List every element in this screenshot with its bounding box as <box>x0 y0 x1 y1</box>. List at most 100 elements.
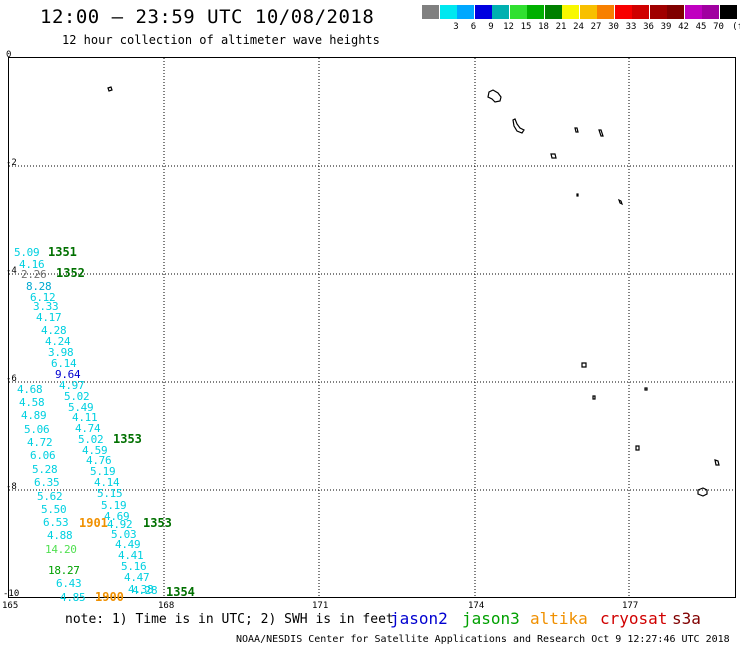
footer-note: note: 1) Time is in UTC; 2) SWH is in fe… <box>65 612 394 627</box>
legend-label: 27 <box>590 22 602 32</box>
pass-time-label: 1352 <box>56 266 85 280</box>
latitude-tick-label: 0 <box>6 50 12 60</box>
longitude-tick-label: 177 <box>622 601 639 611</box>
wave-height-value: 4.72 <box>27 436 53 449</box>
island-outline <box>512 118 525 134</box>
wave-height-value: 6.06 <box>30 449 56 462</box>
map-panel <box>8 57 736 598</box>
longitude-tick-label: 168 <box>158 601 175 611</box>
wave-height-value: 5.09 <box>14 246 40 259</box>
wave-height-value: 4.11 <box>72 411 98 424</box>
legend-swatch <box>422 5 439 19</box>
legend-swatch <box>702 5 719 19</box>
wave-height-value: 4.92 <box>107 518 133 531</box>
legend-label: 30 <box>608 22 619 32</box>
wave-height-value: 8.28 <box>26 280 52 293</box>
island-outline <box>697 487 708 497</box>
island-outline <box>635 445 640 451</box>
wave-height-value: 4.59 <box>82 444 108 457</box>
legend-label: 9 <box>488 22 494 32</box>
satellite-name-jason3: jason3 <box>462 609 520 628</box>
wave-height-value: 5.02 <box>78 433 104 446</box>
island-outline <box>617 198 624 206</box>
credit-line: NOAA/NESDIS Center for Satellite Applica… <box>236 634 730 645</box>
wave-height-value: 4.74 <box>75 422 101 435</box>
island-outline <box>107 86 113 92</box>
longitude-tick-label: 165 <box>2 601 19 611</box>
wave-height-value: 4.28 <box>41 324 67 337</box>
legend-swatch <box>527 5 544 19</box>
wave-height-value: 5.03 <box>111 528 137 541</box>
legend-swatch <box>579 5 597 19</box>
longitude-tick-label: 171 <box>312 601 329 611</box>
wave-height-value: 14.20 <box>45 543 77 556</box>
wave-height-value: 4.68 <box>17 383 43 396</box>
wave-height-value: 4.24 <box>45 335 71 348</box>
pass-time-label: 1900 <box>95 590 124 604</box>
legend-swatch <box>562 5 579 19</box>
wave-height-value: 5.28 <box>32 463 58 476</box>
legend-label: 18 <box>538 22 549 32</box>
latitude-tick-label: -8 <box>6 482 17 492</box>
legend-label: 42 <box>678 22 689 32</box>
legend-label: 70 <box>713 22 724 32</box>
legend-swatch <box>509 5 527 19</box>
legend-swatch <box>649 5 667 19</box>
wave-height-value: 4.97 <box>59 379 85 392</box>
wave-height-value: 9.64 <box>55 368 81 381</box>
island-outline <box>550 153 557 159</box>
legend-swatch <box>457 5 474 19</box>
legend-swatch <box>632 5 649 19</box>
legend-label: 6 <box>470 22 477 32</box>
wave-height-value: 4.88 <box>47 529 73 542</box>
legend-swatch <box>684 5 702 19</box>
island-outline <box>592 395 596 400</box>
wave-height-value: 2.26 <box>21 268 47 281</box>
wave-height-value: 5.50 <box>41 503 67 516</box>
page-title: 12:00 — 23:59 UTC 10/08/2018 <box>40 6 375 28</box>
satellite-name-cryosat: cryosat <box>600 609 668 628</box>
wave-height-value: 4.14 <box>94 476 120 489</box>
island-outline <box>487 89 502 103</box>
legend-swatch <box>597 5 614 19</box>
wave-height-value: 4.69 <box>104 510 130 523</box>
wave-height-value: 4.85 <box>60 591 86 604</box>
legend-label: 12 <box>503 22 514 32</box>
legend-label: 39 <box>660 22 672 32</box>
wave-height-value: 5.16 <box>121 560 147 573</box>
wave-height-value: 6.35 <box>34 476 60 489</box>
island-outline <box>581 362 587 368</box>
wave-height-value: 4.47 <box>124 571 150 584</box>
pass-time-label: 1354 <box>166 585 195 599</box>
pass-time-label: 1353 <box>143 516 172 530</box>
wave-height-value: 4.49 <box>115 538 141 551</box>
map-canvas <box>9 58 735 597</box>
island-outline <box>714 459 720 466</box>
legend-unit: (ft) <box>732 22 740 32</box>
wave-height-value: 5.02 <box>64 390 90 403</box>
legend-label: 33 <box>625 22 637 32</box>
legend-swatch <box>719 5 737 19</box>
longitude-tick-label: 174 <box>468 601 485 611</box>
legend-label: 21 <box>555 22 567 32</box>
wave-height-value: 4.58 <box>19 396 45 409</box>
legend-label: 24 <box>573 22 584 32</box>
legend-label: 3 <box>453 22 459 32</box>
legend-label: 15 <box>520 22 532 32</box>
satellite-name-s3a: s3a <box>672 609 701 628</box>
wave-height-value: 3.33 <box>33 300 59 313</box>
wave-height-value: 5.06 <box>24 423 50 436</box>
latitude-tick-label: -10 <box>3 589 20 599</box>
wave-height-value: 6.43 <box>56 577 82 590</box>
island-outline <box>598 129 604 137</box>
satellite-name-jason2: jason2 <box>390 609 448 628</box>
legend-swatch <box>667 5 684 19</box>
legend-label: 36 <box>643 22 654 32</box>
wave-height-value: 3.98 <box>48 346 74 359</box>
legend-swatch <box>614 5 632 19</box>
wave-height-value: 5.19 <box>90 465 116 478</box>
island-outline <box>644 387 648 391</box>
wave-height-value: 4.89 <box>21 409 47 422</box>
pass-time-label: 1901 <box>79 516 108 530</box>
latitude-tick-label: -4 <box>6 266 17 276</box>
